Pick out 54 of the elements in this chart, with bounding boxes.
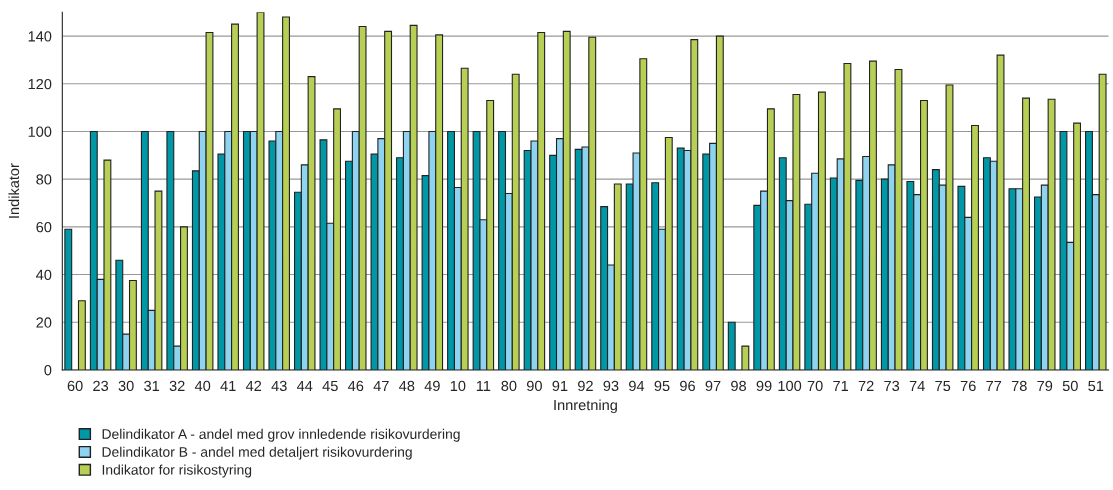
- x-tick-label: 94: [629, 380, 645, 392]
- x-tick-label: 72: [858, 380, 874, 391]
- x-tick-label: 99: [756, 380, 772, 392]
- x-tick-label: 78: [1011, 380, 1027, 392]
- x-tick-label: 40: [194, 380, 211, 392]
- x-tick-label: 32: [169, 380, 185, 392]
- x-tick-label: 75: [935, 380, 951, 392]
- y-axis-title: Indikator: [8, 163, 20, 218]
- x-tick-label: 42: [245, 380, 262, 391]
- x-tick-label: 43: [271, 380, 287, 392]
- x-tick-label: 51: [1088, 380, 1104, 392]
- x-tick-label: 92: [578, 380, 593, 392]
- x-tick-label: 46: [348, 380, 364, 392]
- x-tick-label: 71: [833, 380, 849, 391]
- x-tick-label: 30: [118, 380, 134, 392]
- y-tick-label: 80: [36, 174, 52, 185]
- y-tick-label: 40: [36, 269, 52, 280]
- legend-label: Delindikator A - andel med grov innledende risikovurdering: [102, 428, 460, 442]
- x-tick-label: 95: [654, 380, 670, 392]
- x-tick-label: 23: [93, 380, 109, 392]
- x-axis-title: Innretning: [554, 399, 617, 414]
- x-tick-label: 93: [603, 380, 619, 392]
- x-tick-label: 80: [501, 380, 517, 392]
- legend-label: Delindikator B - andel med detaljert risikovurdering: [102, 446, 412, 460]
- x-tick-label: 45: [322, 380, 338, 392]
- x-tick-label: 98: [731, 380, 747, 392]
- x-tick-label: 96: [680, 380, 695, 392]
- x-tick-label: 73: [884, 380, 900, 392]
- x-tick-label: 74: [909, 380, 925, 391]
- x-tick-label: 70: [807, 380, 823, 392]
- legend-label: Indikator for risikostyring: [102, 464, 252, 478]
- x-tick-label: 47: [373, 380, 389, 391]
- x-tick-label: 97: [705, 380, 721, 392]
- x-tick-label: 76: [960, 380, 976, 392]
- x-tick-label: 41: [220, 380, 236, 391]
- x-tick-label: 60: [67, 380, 83, 392]
- y-tick-label: 120: [28, 78, 52, 90]
- y-tick-label: 100: [28, 126, 52, 137]
- x-tick-label: 77: [986, 380, 1002, 391]
- x-tick-label: 11: [476, 380, 491, 391]
- y-tick-label: 20: [36, 317, 52, 328]
- x-tick-label: 49: [424, 380, 440, 392]
- x-tick-label: 10: [450, 380, 466, 392]
- x-tick-label: 50: [1062, 380, 1078, 392]
- x-tick-label: 90: [526, 380, 542, 392]
- x-tick-label: 31: [144, 380, 160, 392]
- y-tick-label: 60: [36, 221, 52, 233]
- x-tick-label: 100: [778, 380, 802, 392]
- x-tick-label: 79: [1037, 380, 1053, 392]
- x-tick-label: 48: [399, 380, 415, 392]
- y-tick-label: 0: [44, 365, 52, 376]
- x-tick-label: 44: [296, 380, 313, 391]
- x-tick-label: 91: [552, 380, 568, 392]
- y-tick-label: 140: [28, 31, 52, 42]
